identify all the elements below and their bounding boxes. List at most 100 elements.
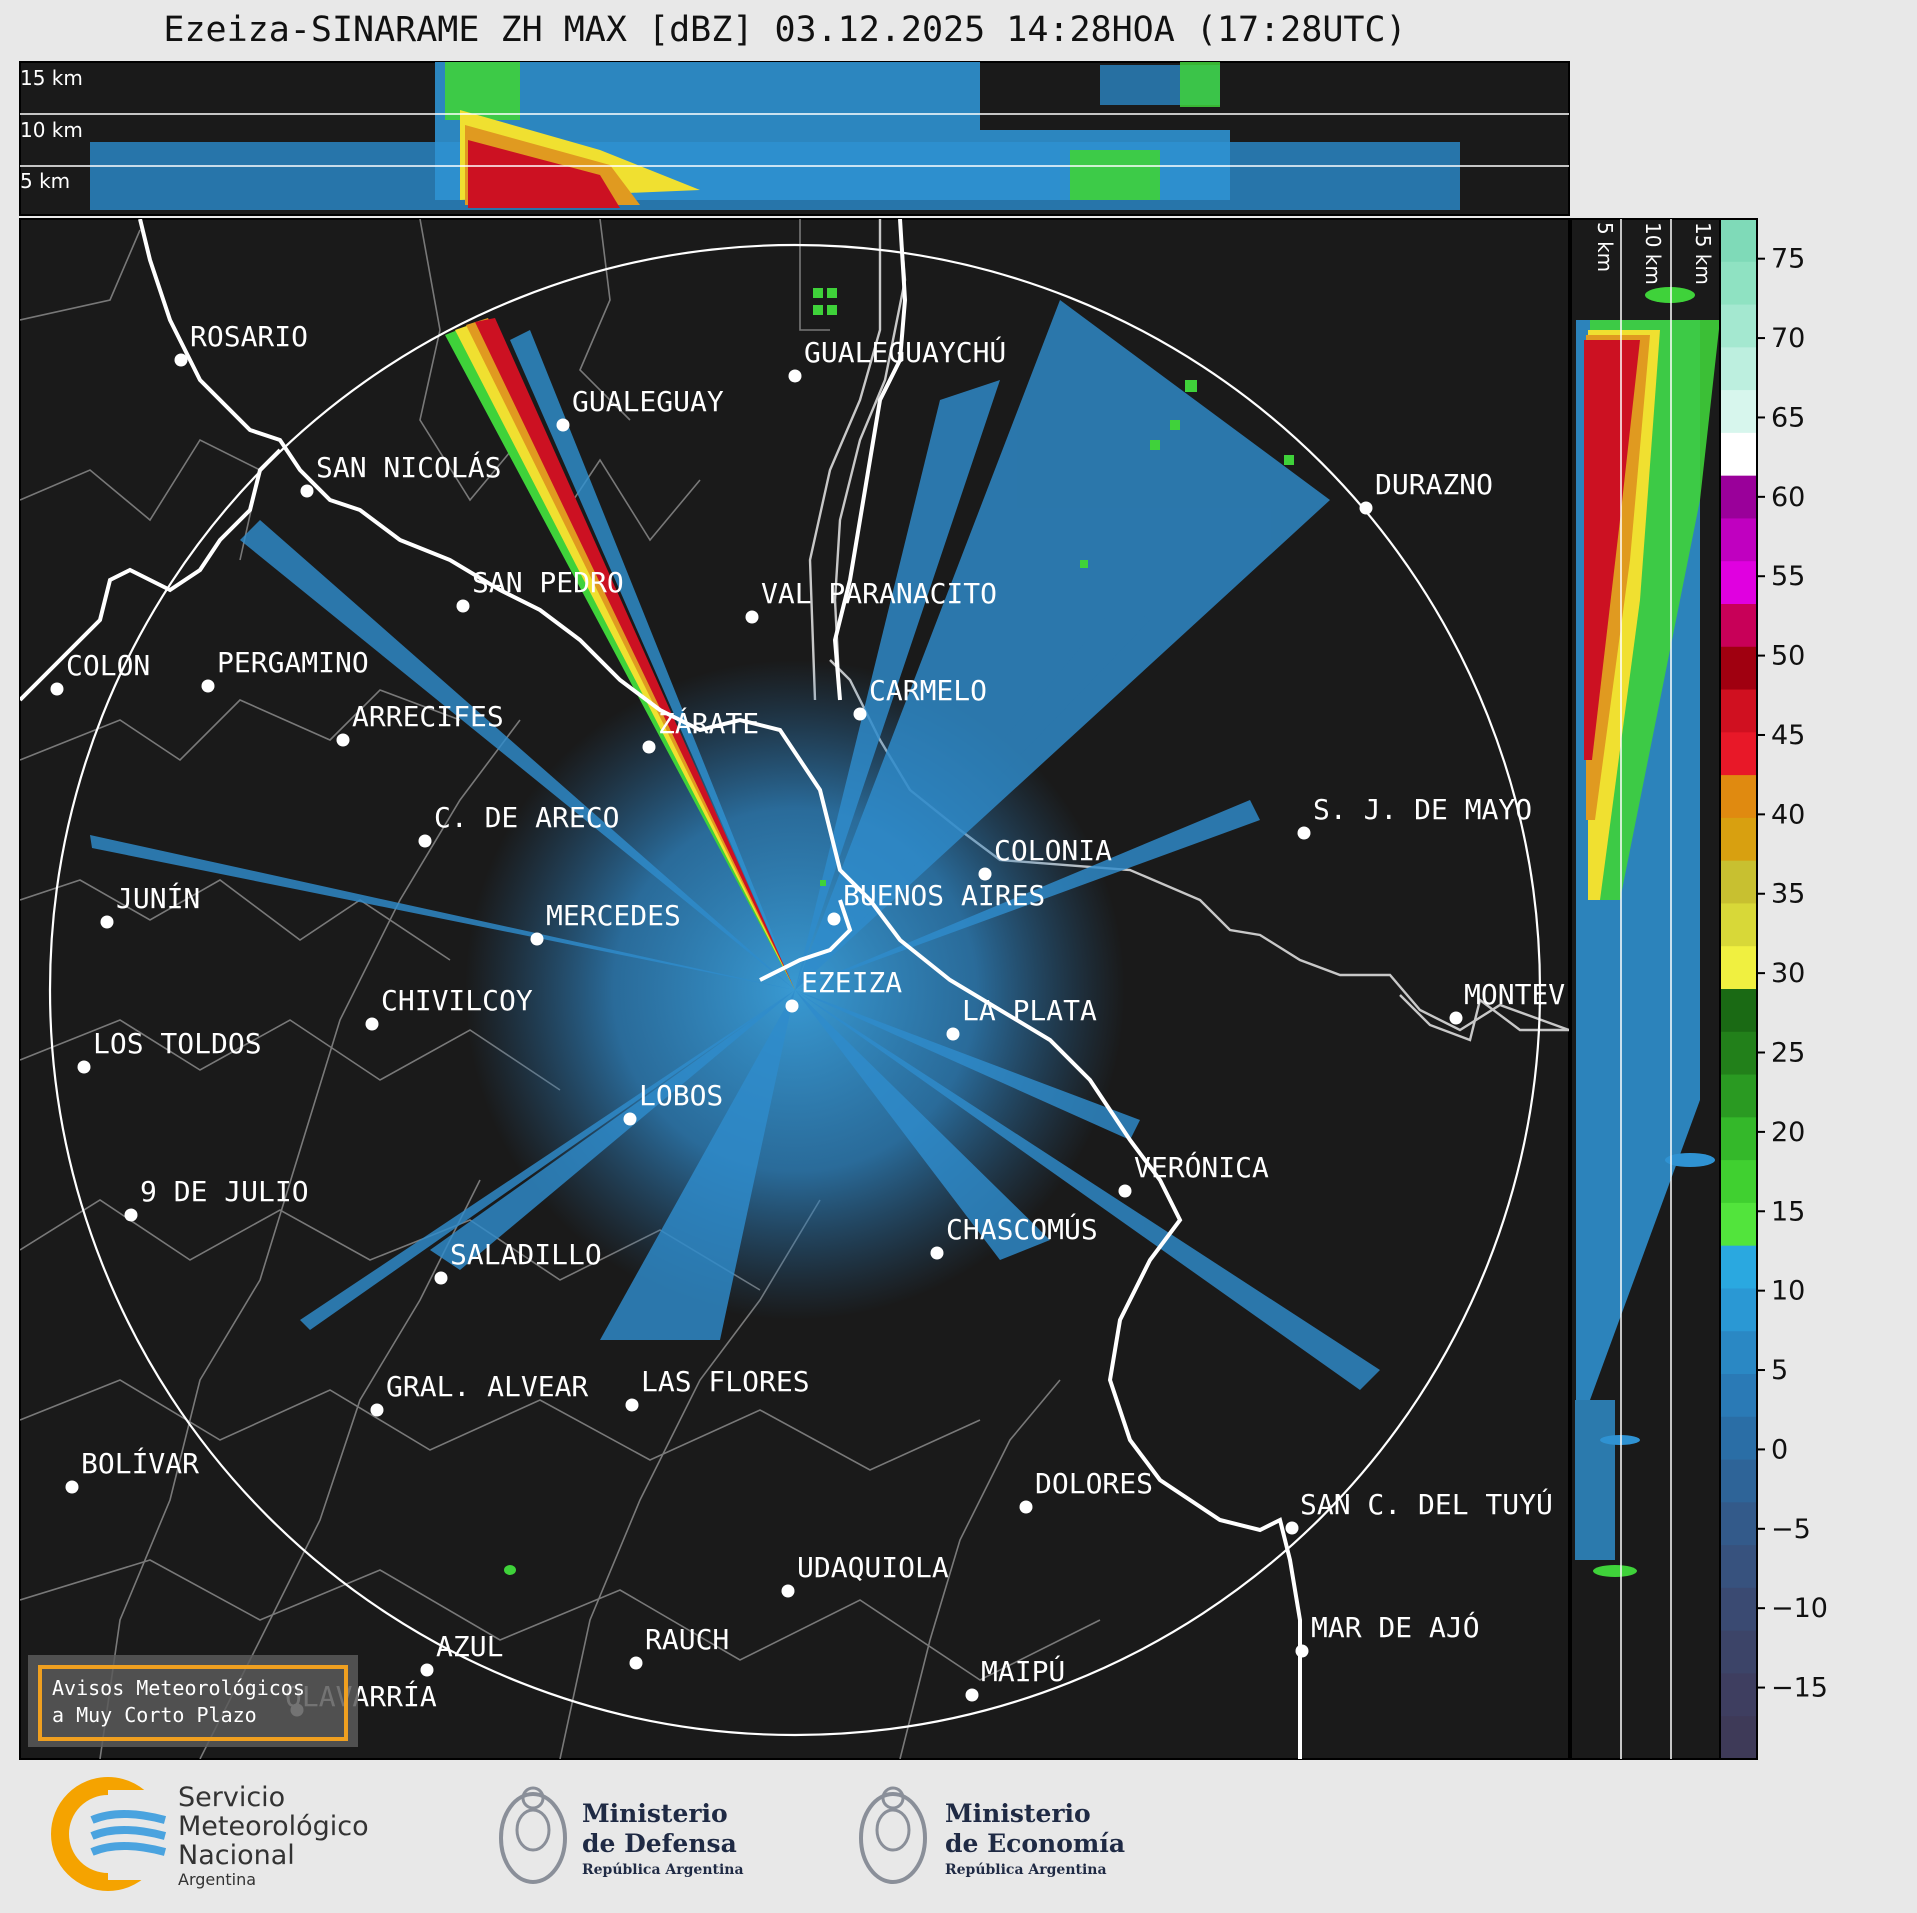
- city-marker-dolores: [1019, 1500, 1033, 1514]
- colorbar-block: [1720, 1587, 1757, 1632]
- city-markers: ROSARIO GUALEGUAYCHÚ GUALEGUAY SAN NICOLÁS D…: [50, 320, 1565, 1717]
- smn-line-1: Servicio: [178, 1782, 285, 1813]
- colorbar-tick-label: −15: [1771, 1673, 1828, 1704]
- city-label-gualeguay: GUALEGUAY: [572, 385, 724, 418]
- colorbar-block: [1720, 219, 1757, 263]
- city-marker-chascomus: [930, 1246, 944, 1260]
- economia-line-1: Ministerio: [945, 1799, 1091, 1828]
- city-label-maipu: MAIPÚ: [981, 1654, 1065, 1688]
- city-marker-los-toldos: [77, 1060, 91, 1074]
- colorbar-block: [1720, 1416, 1757, 1461]
- notice-line-2: a Muy Corto Plazo: [52, 1703, 257, 1727]
- colorbar-block: [1720, 604, 1757, 648]
- city-marker-colonia: [978, 867, 992, 881]
- city-marker-maipu: [965, 1688, 979, 1702]
- colorbar-block: [1720, 732, 1757, 776]
- city-label-lobos: LOBOS: [639, 1079, 723, 1112]
- argentina-coat-of-arms-icon: [499, 1786, 567, 1884]
- colorbar-block: [1720, 1074, 1757, 1118]
- city-marker-zarate: [642, 740, 656, 754]
- city-label-azul: AZUL: [436, 1630, 503, 1663]
- city-marker-bolivar: [65, 1480, 79, 1494]
- colorbar-block: [1720, 261, 1757, 306]
- city-label-la-plata: LA PLATA: [962, 994, 1097, 1027]
- colorbar-block: [1720, 1630, 1757, 1674]
- colorbar-block: [1720, 689, 1757, 733]
- top-label-15km: 15 km: [20, 66, 83, 90]
- colorbar-block: [1720, 1288, 1757, 1332]
- city-label-pergamino: PERGAMINO: [217, 646, 369, 679]
- city-label-colon: COLON: [66, 649, 150, 682]
- colorbar-block: [1720, 946, 1757, 990]
- city-marker-rauch: [629, 1656, 643, 1670]
- city-label-gualeguaychu: GUALEGUAYCHÚ: [804, 335, 1006, 369]
- top-label-5km: 5 km: [20, 169, 70, 193]
- city-label-mercedes: MERCEDES: [546, 899, 681, 932]
- city-marker-las-flores: [625, 1398, 639, 1412]
- city-marker-san-clemente: [1285, 1521, 1299, 1535]
- footer: Servicio Meteorológico Nacional Argentin…: [0, 1760, 1917, 1909]
- colorbar-block: [1720, 1031, 1757, 1076]
- city-marker-mercedes: [530, 932, 544, 946]
- colorbar-block: [1720, 1459, 1757, 1503]
- city-marker-colon: [50, 682, 64, 696]
- city-label-san-pedro: SAN PEDRO: [472, 566, 624, 599]
- colorbar-block: [1720, 518, 1757, 562]
- city-marker-carmelo: [853, 707, 867, 721]
- city-marker-durazno: [1359, 501, 1373, 515]
- city-label-dolores: DOLORES: [1035, 1467, 1153, 1500]
- city-label-rosario: ROSARIO: [190, 320, 308, 353]
- city-marker-montevideo: [1449, 1011, 1463, 1025]
- smn-logo: Servicio Meteorológico Nacional Argentin…: [51, 1777, 369, 1891]
- city-label-capitan-sarmiento: C. DE ARECO: [434, 801, 619, 834]
- colorbar-tick-label: 0: [1771, 1434, 1788, 1465]
- smn-line-3: Nacional: [178, 1840, 295, 1871]
- city-label-zarate: ZÁRATE: [658, 706, 759, 740]
- radar-figure: 15 km 10 km 5 km: [19, 61, 1828, 1760]
- colorbar-tick-label: 20: [1771, 1117, 1805, 1148]
- city-label-san-jose-de-mayo: S. J. DE MAYO: [1313, 793, 1532, 826]
- city-label-los-toldos: LOS TOLDOS: [93, 1027, 262, 1060]
- colorbar-block: [1720, 1331, 1757, 1375]
- city-marker-san-pedro: [456, 599, 470, 613]
- defensa-line-3: República Argentina: [582, 1862, 744, 1878]
- colorbar-block: [1720, 646, 1757, 691]
- city-label-buenos-aires: BUENOS AIRES: [843, 879, 1045, 912]
- city-marker-nueve-de-julio: [124, 1208, 138, 1222]
- city-marker-gualeguay: [556, 418, 570, 432]
- colorbar-block: [1720, 1117, 1757, 1161]
- colorbar-tick-label: 15: [1771, 1196, 1805, 1227]
- city-marker-lobos: [623, 1112, 637, 1126]
- city-marker-buenos-aires: [827, 912, 841, 926]
- top-label-10km: 10 km: [20, 118, 83, 142]
- colorbar-tick-label: 70: [1771, 323, 1805, 354]
- city-label-las-flores: LAS FLORES: [641, 1365, 810, 1398]
- colorbar-tick-label: 55: [1771, 561, 1805, 592]
- city-marker-veronica: [1118, 1184, 1132, 1198]
- top-cross-section-panel: 15 km 10 km 5 km: [19, 61, 1570, 216]
- city-label-chivilcoy: CHIVILCOY: [381, 984, 533, 1017]
- city-label-veronica: VERÓNICA: [1134, 1150, 1269, 1184]
- notice-line-1: Avisos Meteorológicos: [52, 1676, 305, 1700]
- colorbar-block: [1720, 561, 1757, 605]
- colorbar-tick-label: 30: [1771, 958, 1805, 989]
- colorbar-tick-label: 75: [1771, 244, 1805, 275]
- city-marker-gualeguaychu: [788, 369, 802, 383]
- range-ring: [48, 243, 1542, 1737]
- city-label-rauch: RAUCH: [645, 1623, 729, 1656]
- colorbar-block: [1720, 903, 1757, 947]
- city-label-carmelo: CARMELO: [869, 674, 987, 707]
- colorbar-block: [1720, 347, 1757, 391]
- colorbar-tick-label: 5: [1771, 1355, 1788, 1386]
- city-marker-ezeiza: [785, 999, 799, 1013]
- colorbar-tick-label: 35: [1771, 879, 1805, 910]
- right-label-10km: 10 km: [1641, 222, 1665, 285]
- coastline: [20, 219, 1302, 1759]
- chart-title: Ezeiza-SINARAME ZH MAX [dBZ] 03.12.2025 …: [163, 10, 1407, 50]
- city-label-chascomus: CHASCOMÚS: [946, 1212, 1098, 1246]
- right-label-5km: 5 km: [1593, 222, 1617, 272]
- city-label-gral-alvear: GRAL. ALVEAR: [386, 1370, 588, 1403]
- colorbar-block: [1720, 390, 1757, 434]
- city-marker-rosario: [174, 353, 188, 367]
